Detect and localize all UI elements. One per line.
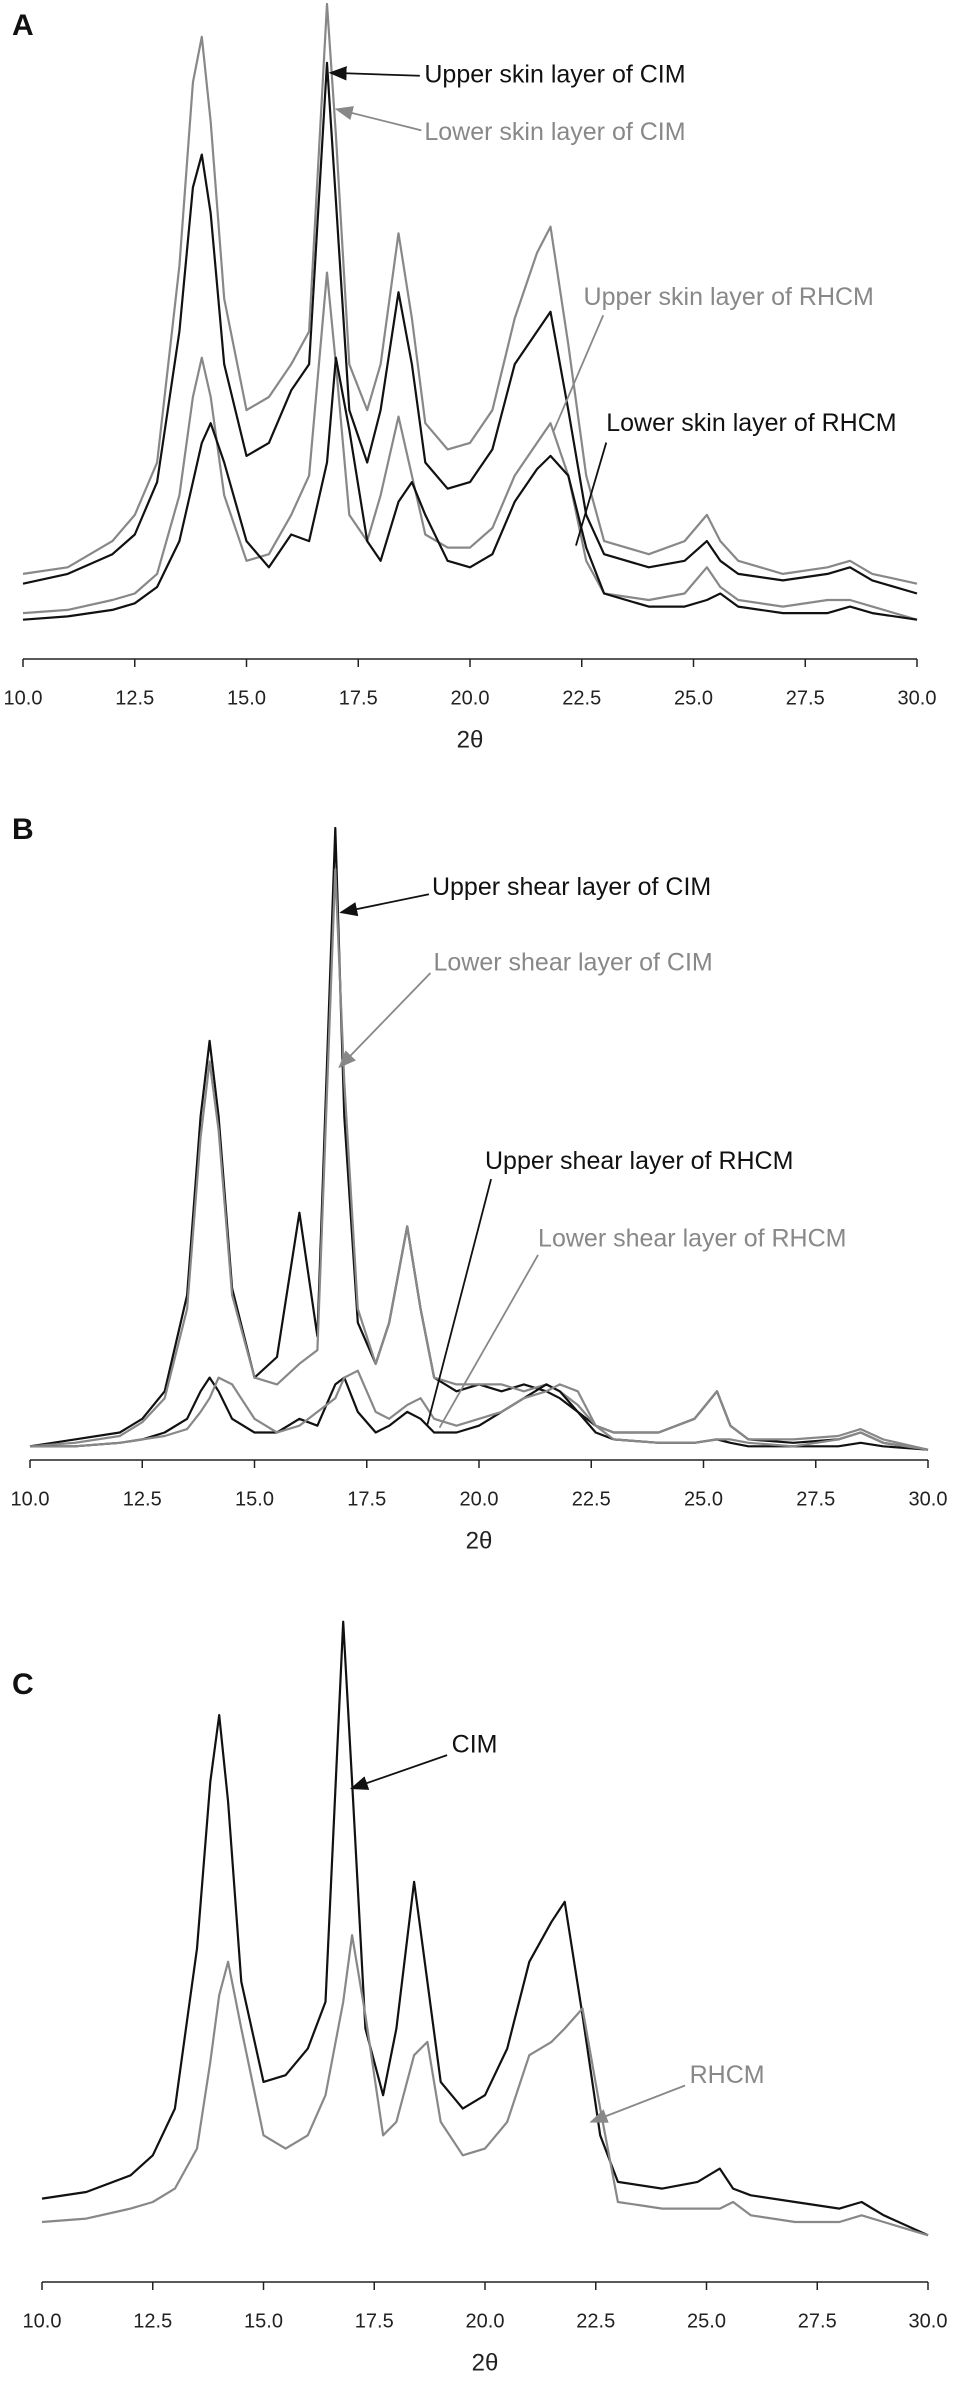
x-tick-label: 22.5 xyxy=(576,2310,615,2332)
annotation-arrow xyxy=(338,972,432,1069)
x-tick-label: 10.0 xyxy=(23,2310,62,2332)
legend-label: Lower shear layer of RHCM xyxy=(538,1224,846,1252)
x-tick-label: 27.5 xyxy=(796,1488,835,1510)
series-line xyxy=(22,2,918,585)
x-tick-label: 25.0 xyxy=(684,1488,723,1510)
x-tick-label: 17.5 xyxy=(355,2310,394,2332)
series-line xyxy=(41,1934,929,2237)
x-tick-label: 15.0 xyxy=(235,1488,274,1510)
legend-label: Lower skin layer of CIM xyxy=(424,118,685,146)
annotation-arrow xyxy=(589,2084,686,2123)
series-line xyxy=(22,356,918,621)
legend-label: Upper shear layer of RHCM xyxy=(485,1147,793,1175)
x-tick-label: 30.0 xyxy=(909,2310,948,2332)
annotation-arrow xyxy=(438,1254,539,1429)
series-line xyxy=(22,61,918,595)
annotation-arrow xyxy=(426,1178,492,1425)
x-tick-label: 10.0 xyxy=(4,687,43,709)
series-line xyxy=(29,826,929,1451)
legend-label: Upper skin layer of RHCM xyxy=(584,283,874,311)
x-tick-label: 25.0 xyxy=(674,687,713,709)
series-line xyxy=(30,1369,929,1451)
x-tick-label: 12.5 xyxy=(123,1488,162,1510)
x-tick-label: 15.0 xyxy=(227,687,266,709)
legend-label: Lower shear layer of CIM xyxy=(433,949,712,977)
annotation-arrow xyxy=(328,66,420,81)
x-tick-label: 17.5 xyxy=(347,1488,386,1510)
legend-label: RHCM xyxy=(690,2061,765,2089)
legend-label: Lower skin layer of RHCM xyxy=(606,409,896,437)
x-tick-label: 27.5 xyxy=(798,2310,837,2332)
x-tick-label: 20.0 xyxy=(451,687,490,709)
x-tick-label: 30.0 xyxy=(898,687,937,709)
x-tick-label: 20.0 xyxy=(460,1488,499,1510)
series-line xyxy=(41,1620,929,2237)
annotation-arrow xyxy=(339,893,430,917)
legend-label: Upper shear layer of CIM xyxy=(432,873,711,901)
annotation-arrow xyxy=(334,106,422,132)
panel-label: B xyxy=(12,813,34,846)
series-line xyxy=(30,1376,929,1451)
x-axis-title: 2θ xyxy=(457,726,484,753)
x-tick-label: 25.0 xyxy=(687,2310,726,2332)
x-tick-label: 10.0 xyxy=(11,1488,50,1510)
series-line xyxy=(29,868,929,1451)
x-tick-label: 12.5 xyxy=(115,687,154,709)
x-tick-label: 15.0 xyxy=(244,2310,283,2332)
x-tick-label: 12.5 xyxy=(133,2310,172,2332)
panel-label: A xyxy=(12,9,34,42)
annotation-arrow xyxy=(349,1754,448,1790)
x-axis-title: 2θ xyxy=(466,1527,493,1554)
x-tick-label: 22.5 xyxy=(562,687,601,709)
annotation-arrow xyxy=(575,442,608,546)
x-tick-label: 22.5 xyxy=(572,1488,611,1510)
series-line xyxy=(22,271,918,621)
annotation-arrow xyxy=(552,314,605,433)
legend-label: CIM xyxy=(452,1731,498,1759)
x-tick-label: 20.0 xyxy=(466,2310,505,2332)
x-axis-title: 2θ xyxy=(472,2349,499,2376)
x-tick-label: 27.5 xyxy=(786,687,825,709)
x-tick-label: 17.5 xyxy=(339,687,378,709)
x-tick-label: 30.0 xyxy=(909,1488,948,1510)
legend-label: Upper skin layer of CIM xyxy=(424,60,685,88)
panel-label: C xyxy=(12,1668,34,1701)
